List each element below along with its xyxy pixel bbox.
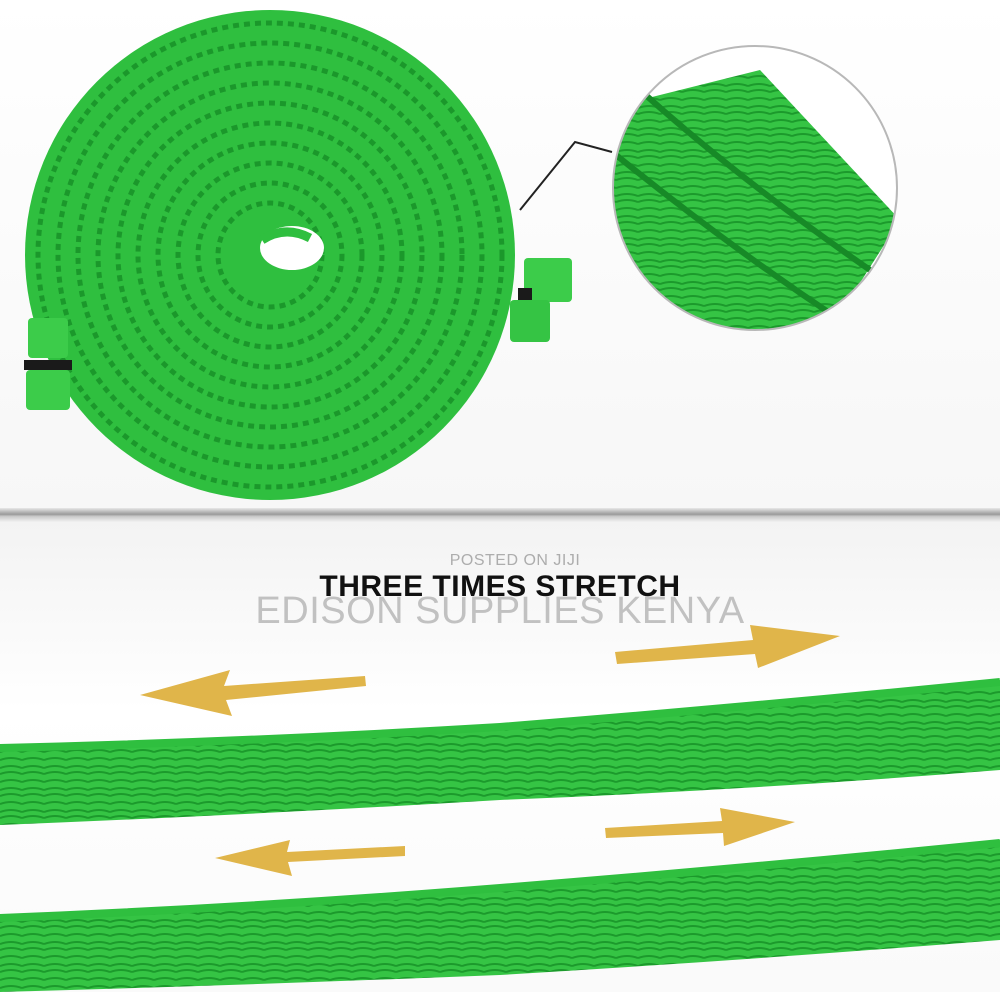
stretched-hose-lower <box>0 839 1000 992</box>
right-connector <box>510 258 572 342</box>
panel-divider <box>0 508 1000 522</box>
callout-line <box>519 140 613 211</box>
left-connector <box>24 318 72 410</box>
zoom-circle <box>612 45 898 331</box>
watermark-posted-on: POSTED ON JIJI <box>449 552 581 569</box>
arrow-right-upper <box>615 625 840 668</box>
watermark-seller: EDISON SUPPLIES KENYA <box>255 590 745 632</box>
coiled-hose <box>25 10 515 500</box>
headline: THREE TIMES STRETCH <box>319 570 681 603</box>
arrow-right-lower <box>605 808 795 846</box>
arrow-left-upper <box>140 670 366 716</box>
arrow-left-lower <box>215 840 405 876</box>
stretched-hose-upper <box>0 678 1000 825</box>
